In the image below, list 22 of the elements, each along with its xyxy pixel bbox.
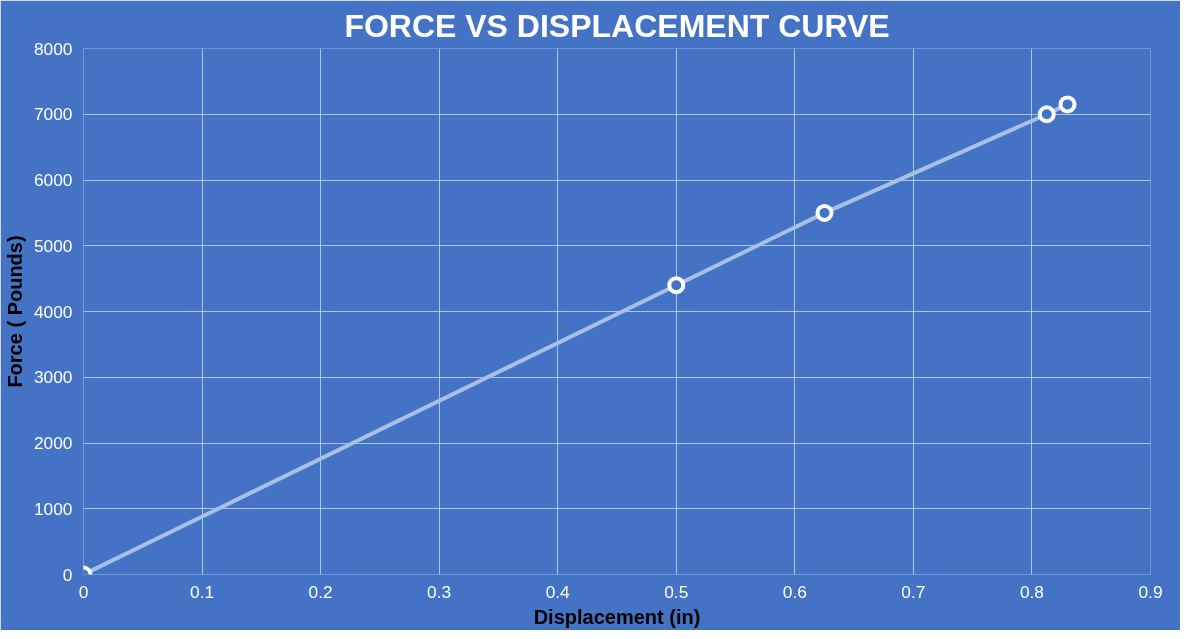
y-tick-label: 1000: [33, 498, 73, 519]
y-tick-label: 5000: [33, 235, 73, 256]
y-tick-label: 8000: [33, 38, 73, 59]
chart-title: FORCE VS DISPLACEMENT CURVE: [344, 7, 890, 44]
x-tick-label: 0.6: [782, 581, 807, 602]
x-tick-label: 0.4: [545, 581, 571, 602]
x-tick-label: 0.2: [308, 581, 333, 602]
x-axis-title: Displacement (in): [533, 605, 701, 628]
y-tick-label: 6000: [33, 170, 73, 190]
y-axis-title: Force ( Pounds): [3, 235, 26, 388]
x-tick-label: 0.8: [1019, 581, 1044, 602]
x-tick-label: 0.1: [190, 581, 215, 602]
x-tick-label: 0.7: [901, 581, 926, 602]
y-tick-label: 3000: [33, 367, 73, 388]
x-tick-label: 0.3: [427, 581, 452, 602]
y-tick-label: 4000: [33, 301, 73, 322]
x-tick-label: 0.5: [664, 581, 689, 602]
y-tick-label: 7000: [33, 104, 73, 125]
x-tick-label: 0: [78, 581, 89, 602]
y-tick-label: 2000: [33, 433, 73, 453]
y-tick-label: 0: [62, 564, 73, 585]
x-tick-label: 0.9: [1138, 581, 1163, 602]
